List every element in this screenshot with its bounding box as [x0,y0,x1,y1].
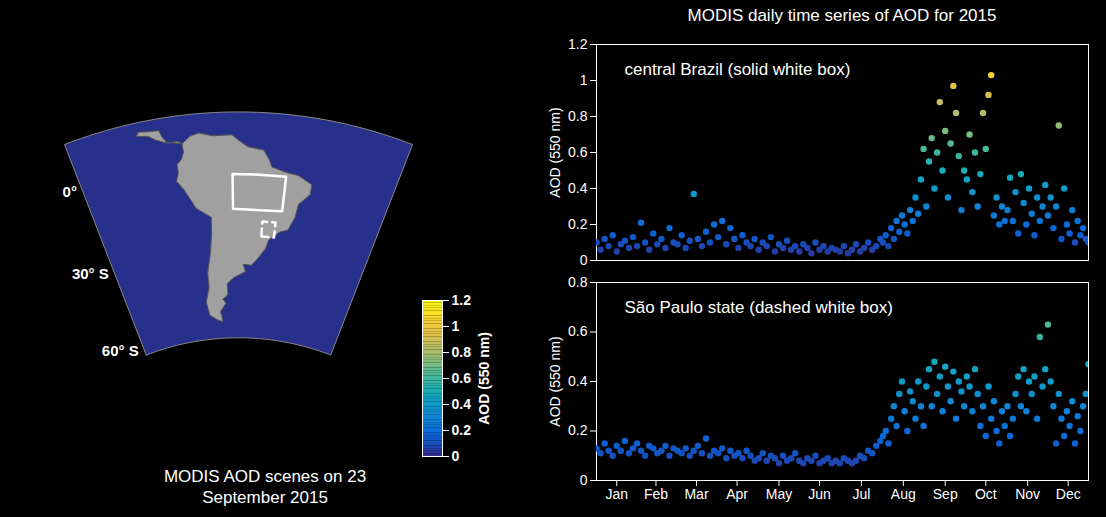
svg-text:Jun: Jun [808,486,831,502]
svg-text:AOD (550 nm): AOD (550 nm) [547,336,563,426]
html-text:MODIS daily time series of AOD: MODIS daily time series of AOD for 2015 [687,6,997,25]
svg-text:0.6: 0.6 [568,323,588,339]
svg-text:0.4: 0.4 [568,180,588,196]
svg-text:0.2: 0.2 [568,422,588,438]
svg-text:0.6: 0.6 [568,144,588,160]
svg-text:central Brazil (solid white bo: central Brazil (solid white box) [625,60,851,79]
svg-text:Jan: Jan [605,486,628,502]
svg-text:0.4: 0.4 [568,373,588,389]
svg-text:Nov: Nov [1015,486,1040,502]
svg-text:0: 0 [452,448,460,464]
svg-text:0.8: 0.8 [568,108,588,124]
svg-text:0°: 0° [63,183,77,200]
svg-text:0.6: 0.6 [452,370,472,386]
svg-text:1: 1 [452,318,460,334]
svg-text:0.4: 0.4 [452,396,472,412]
svg-text:Jul: Jul [852,486,870,502]
svg-text:São Paulo state (dashed white: São Paulo state (dashed white box) [625,298,893,317]
svg-text:AOD (550 nm): AOD (550 nm) [547,107,563,197]
svg-text:Dec: Dec [1056,486,1081,502]
svg-text:0.8: 0.8 [452,344,472,360]
svg-text:0: 0 [580,472,588,488]
svg-text:0.2: 0.2 [568,216,588,232]
svg-text:60° S: 60° S [102,342,139,359]
svg-text:May: May [766,486,792,502]
svg-text:Feb: Feb [644,486,668,502]
svg-text:Sep: Sep [933,486,958,502]
svg-text:1: 1 [580,72,588,88]
svg-text:0.2: 0.2 [452,422,472,438]
svg-text:0.8: 0.8 [568,274,588,290]
svg-text:Mar: Mar [684,486,708,502]
svg-text:AOD (550 nm): AOD (550 nm) [476,332,492,425]
svg-text:30° S: 30° S [72,265,109,282]
svg-text:Apr: Apr [726,486,748,502]
svg-text:Aug: Aug [891,486,916,502]
svg-text:0: 0 [580,252,588,268]
svg-text:1.2: 1.2 [568,36,588,52]
svg-text:1.2: 1.2 [452,292,472,308]
svg-text:Oct: Oct [975,486,997,502]
html-text:MODIS AOD scenes on 23 Septemb: MODIS AOD scenes on 23 September 2015 [163,467,367,507]
